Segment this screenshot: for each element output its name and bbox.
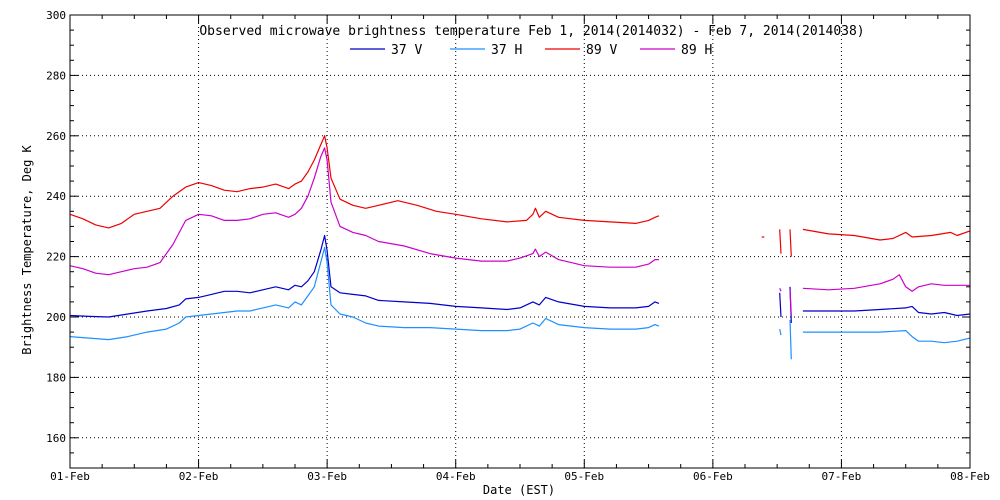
legend-label: 37 H: [491, 43, 522, 58]
plot-frame: [69, 14, 971, 469]
series-line-89-v: [69, 135, 660, 229]
x-tick-label: 03-Feb: [307, 470, 347, 483]
series-line-89-h: [802, 274, 970, 292]
legend-label: 89 H: [681, 43, 712, 58]
legend: 37 V 37 H 89 V 89 H: [350, 43, 712, 58]
x-tick-label: 02-Feb: [179, 470, 219, 483]
y-tick-label: 180: [46, 371, 66, 384]
x-tick-label: 05-Feb: [564, 470, 604, 483]
tick-layer: 160 180 200 220 240 260 280 300 01-Feb 02-Feb 03-F…: [46, 9, 990, 483]
series-line-37-v: [69, 234, 660, 318]
legend-label: 89 V: [586, 43, 617, 58]
series-line-89-h: [779, 288, 782, 292]
x-axis-label: Date (EST): [483, 483, 555, 497]
y-axis-label: Brightness Temperature, Deg K: [20, 144, 34, 354]
chart-title: Observed microwave brightness temperatur…: [199, 24, 864, 39]
y-tick-label: 220: [46, 251, 66, 264]
series-line-37-v: [802, 305, 971, 317]
grid-layer: [70, 15, 970, 468]
y-tick-label: 160: [46, 432, 66, 445]
x-tick-label: 04-Feb: [436, 470, 476, 483]
x-tick-label: 08-Feb: [950, 470, 990, 483]
x-tick-label: 06-Feb: [693, 470, 733, 483]
y-tick-label: 280: [46, 69, 66, 82]
y-tick-label: 260: [46, 130, 66, 143]
series-line-89-v: [789, 229, 792, 257]
y-tick-label: 240: [46, 190, 66, 203]
x-tick-label: 07-Feb: [822, 470, 862, 483]
legend-label: 37 V: [391, 43, 422, 58]
y-tick-label: 300: [46, 9, 66, 22]
series-layer: [69, 135, 971, 360]
series-line-37-v: [779, 292, 782, 318]
y-tick-label: 200: [46, 311, 66, 324]
series-line-37-h: [779, 328, 782, 336]
x-tick-label: 01-Feb: [50, 470, 90, 483]
series-line-37-h: [789, 319, 792, 360]
series-line-89-h: [789, 289, 792, 316]
series-line-37-h: [802, 330, 971, 344]
series-line-89-v: [802, 228, 971, 241]
series-line-89-v: [779, 229, 782, 254]
series-line-89-h: [69, 147, 659, 276]
series-line-37-h: [69, 246, 660, 341]
